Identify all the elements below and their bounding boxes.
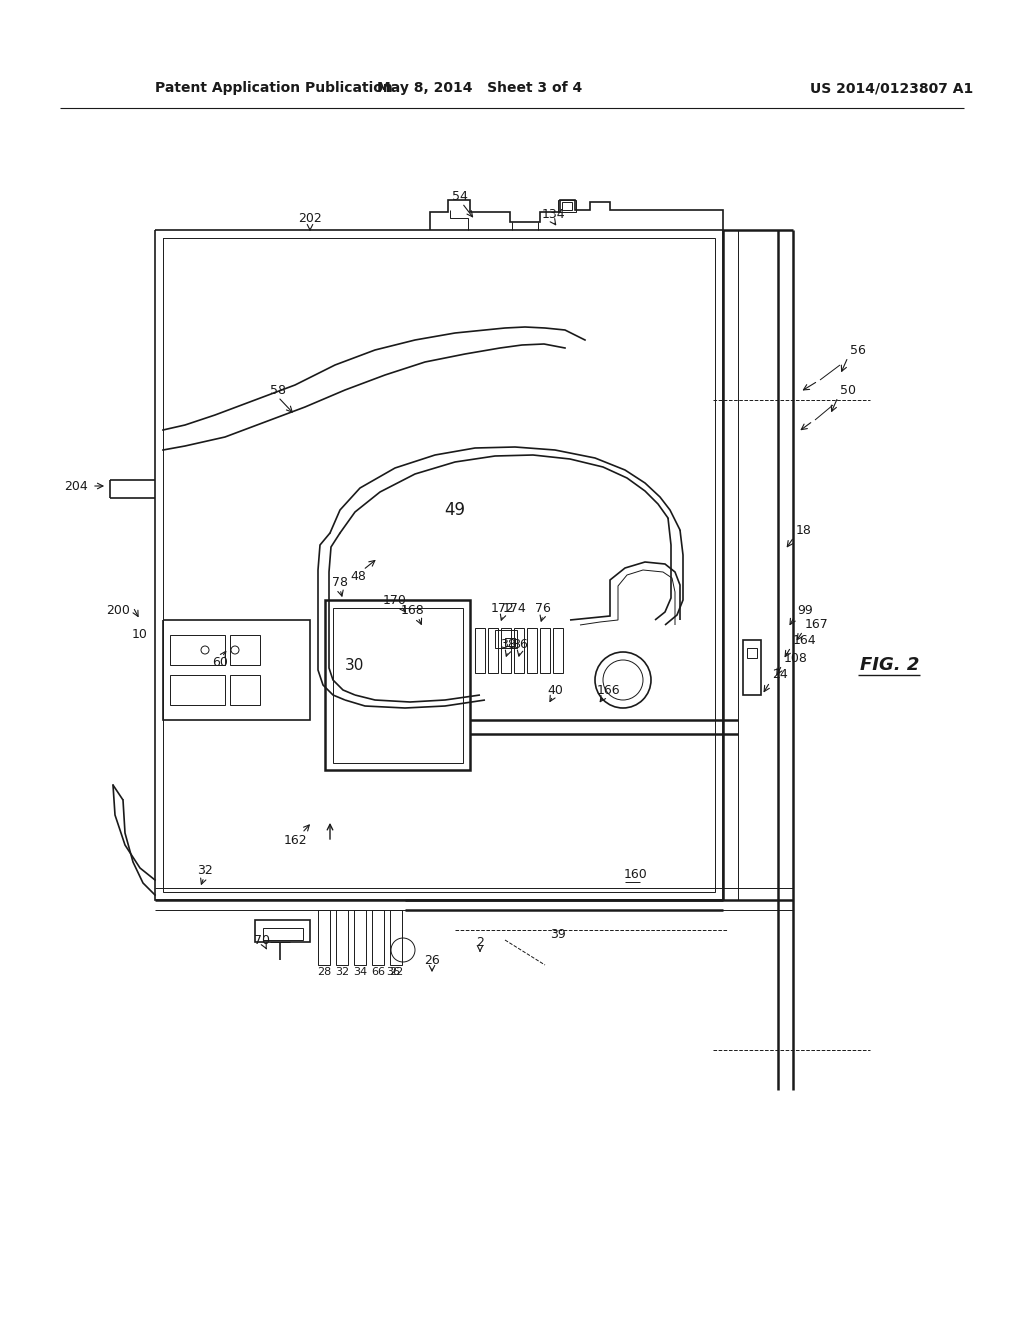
- Bar: [255, 920, 310, 942]
- Bar: [501, 628, 511, 673]
- Text: 66: 66: [371, 968, 385, 977]
- Bar: [514, 628, 524, 673]
- Text: US 2014/0123807 A1: US 2014/0123807 A1: [810, 81, 973, 95]
- Text: 36: 36: [386, 968, 400, 977]
- Bar: [336, 909, 348, 965]
- Text: 78: 78: [332, 576, 348, 589]
- Text: 26: 26: [424, 953, 440, 966]
- Text: 18: 18: [796, 524, 812, 536]
- Bar: [230, 675, 260, 705]
- Text: 108: 108: [784, 652, 808, 664]
- Text: 24: 24: [772, 668, 787, 681]
- Text: FIG. 2: FIG. 2: [860, 656, 920, 675]
- Bar: [562, 202, 572, 210]
- Text: 50: 50: [840, 384, 856, 396]
- Text: 54: 54: [452, 190, 468, 202]
- Bar: [325, 601, 470, 770]
- Text: 170: 170: [383, 594, 407, 606]
- Bar: [558, 201, 575, 213]
- Text: 34: 34: [353, 968, 367, 977]
- Text: 2: 2: [476, 936, 484, 949]
- Bar: [170, 635, 225, 665]
- Text: 166: 166: [596, 684, 620, 697]
- Text: 99: 99: [797, 603, 813, 616]
- Text: 134: 134: [542, 207, 565, 220]
- Text: 160: 160: [624, 869, 648, 882]
- Bar: [230, 635, 260, 665]
- Bar: [170, 675, 225, 705]
- Bar: [354, 909, 366, 965]
- Bar: [475, 628, 485, 673]
- Text: 58: 58: [270, 384, 286, 396]
- Text: 40: 40: [547, 684, 563, 697]
- Bar: [540, 628, 550, 673]
- Text: 38: 38: [500, 639, 516, 652]
- Text: 70: 70: [254, 933, 270, 946]
- Text: 60: 60: [212, 656, 228, 669]
- Bar: [318, 909, 330, 965]
- Text: Patent Application Publication: Patent Application Publication: [155, 81, 393, 95]
- Text: 164: 164: [793, 634, 816, 647]
- Text: 30: 30: [345, 657, 365, 672]
- Text: 22: 22: [389, 968, 403, 977]
- Text: 204: 204: [65, 479, 88, 492]
- Text: 56: 56: [850, 343, 866, 356]
- Bar: [333, 609, 463, 763]
- Text: 167: 167: [805, 619, 828, 631]
- Bar: [263, 928, 303, 940]
- Bar: [505, 638, 515, 645]
- Text: 48: 48: [350, 570, 366, 583]
- Bar: [495, 630, 517, 648]
- Text: 200: 200: [106, 603, 130, 616]
- Text: 86: 86: [512, 639, 528, 652]
- Text: 172: 172: [492, 602, 515, 615]
- Text: 49: 49: [444, 502, 466, 519]
- Bar: [527, 628, 537, 673]
- Text: 32: 32: [198, 863, 213, 876]
- Bar: [553, 628, 563, 673]
- Text: 168: 168: [401, 603, 425, 616]
- Text: 10: 10: [132, 628, 148, 642]
- Bar: [390, 909, 402, 965]
- Bar: [372, 909, 384, 965]
- Bar: [488, 628, 498, 673]
- Text: 162: 162: [284, 833, 307, 846]
- Text: May 8, 2014   Sheet 3 of 4: May 8, 2014 Sheet 3 of 4: [378, 81, 583, 95]
- Bar: [746, 648, 757, 657]
- Text: 202: 202: [298, 211, 322, 224]
- Text: 32: 32: [335, 968, 349, 977]
- Text: 39: 39: [550, 928, 565, 941]
- Text: 76: 76: [536, 602, 551, 615]
- Text: 28: 28: [316, 968, 331, 977]
- Text: 174: 174: [503, 602, 527, 615]
- Bar: [743, 640, 761, 696]
